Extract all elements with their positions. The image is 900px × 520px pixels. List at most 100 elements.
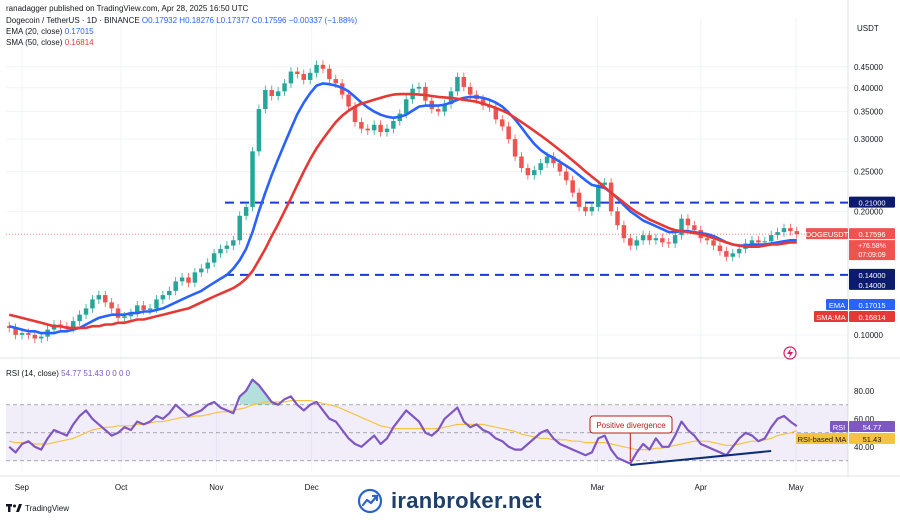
rsi-ma-tag-bg [796, 433, 848, 444]
candle-body [327, 68, 332, 80]
candle-body [467, 86, 473, 95]
annotation-box [589, 415, 673, 434]
candle-body [724, 251, 729, 257]
ema-value: 0.17015 [64, 27, 94, 36]
rsi-tick-label: 40.00 [854, 443, 875, 452]
rsi-ma-tag: RSI-based MA [798, 435, 847, 444]
rsi-tag-bg [830, 421, 848, 432]
candle-body [608, 182, 614, 212]
candle-body [416, 86, 422, 89]
candle-body [640, 235, 646, 241]
candle-body [717, 245, 723, 252]
price-tick-label: 0.20000 [854, 207, 883, 216]
level-high-label: 0.21000 [858, 199, 885, 208]
candle-body [756, 240, 761, 243]
level-low-tag-bg [849, 278, 895, 290]
ema-price-label: 0.17015 [858, 301, 885, 310]
time-tick-label: Oct [115, 483, 128, 492]
sma-tag-bg [814, 311, 848, 322]
candle-body [19, 333, 25, 335]
rsi-legend[interactable]: RSI (14, close) 54.77 51.43 0 0 0 0 [6, 369, 130, 378]
tradingview-logo[interactable]: TradingView [6, 503, 69, 513]
candle-body [243, 206, 249, 216]
candle-body [320, 64, 326, 69]
moving-average-lines [8, 82, 797, 335]
currency-label[interactable]: USDT [857, 24, 879, 33]
ohlc-values: O0.17932 H0.18276 L0.17377 C0.17596 −0.0… [141, 16, 358, 25]
candle-body [602, 182, 607, 185]
candle-body [135, 305, 140, 314]
candle-body [70, 321, 76, 328]
candle-body [736, 248, 742, 254]
price-tick-label: 0.35000 [854, 108, 883, 117]
candle-body [666, 242, 671, 244]
candle-body [519, 156, 524, 169]
candle-body [147, 308, 153, 310]
candle-body [263, 90, 268, 110]
candle-body [455, 76, 460, 92]
candle-body [768, 235, 774, 242]
candle-body [256, 109, 262, 152]
rsi-value-label-bg [849, 421, 895, 432]
ema-price-label-bg [849, 299, 895, 310]
candle-body [442, 104, 447, 112]
candle-body [224, 245, 230, 249]
candle-body [282, 83, 287, 92]
last-price-label-bg [849, 228, 895, 240]
candle-body [685, 218, 691, 226]
candle-body [346, 94, 351, 107]
candle-body [160, 295, 166, 300]
ema-legend[interactable]: EMA (20, close) 0.17015 [6, 27, 94, 36]
candle-body [672, 235, 678, 244]
change-percent-label: +76.58% [858, 243, 886, 250]
candle-body [231, 240, 236, 246]
candle-body [762, 241, 768, 243]
level-high-label-bg [849, 196, 895, 208]
candle-body [301, 74, 306, 80]
time-axis: Sep Oct Nov Dec Mar Apr May [15, 483, 804, 492]
candle-body [179, 277, 185, 282]
candle-body [333, 79, 339, 84]
candle-body [237, 215, 242, 241]
candle-body [32, 334, 38, 339]
sma-value: 0.16814 [64, 38, 94, 47]
candle-body [730, 253, 736, 257]
candle-body [199, 268, 204, 273]
candle-body [154, 299, 159, 309]
candle-body [794, 231, 800, 235]
symbol-name[interactable]: Dogecoin / TetherUS · 1D · BINANCE [6, 16, 140, 25]
rsi-tick-label: 80.00 [854, 387, 875, 396]
annotation-text: Positive divergence [596, 421, 666, 430]
candle-body [660, 238, 665, 243]
sma-label: SMA (50, close) [6, 38, 63, 47]
candle-body [115, 308, 121, 318]
candle-body [391, 120, 396, 129]
candle-body [83, 308, 89, 315]
broker-logo-icon [357, 488, 383, 514]
candle-body [435, 109, 441, 112]
divergence-line [630, 450, 772, 466]
symbol-ohlc-line: Dogecoin / TetherUS · 1D · BINANCE O0.17… [6, 16, 357, 25]
candle-body [384, 128, 390, 133]
candle-body [557, 163, 563, 172]
last-price-sub-bg [849, 240, 895, 261]
candle-body [122, 316, 127, 318]
candle-body [525, 168, 531, 176]
ema-label: EMA (20, close) [6, 27, 63, 36]
flash-icon-ring [783, 346, 797, 360]
rsi-ma-value-label-bg [849, 433, 895, 444]
candle-body [564, 171, 569, 181]
candle-body [493, 107, 499, 120]
candle-body [570, 180, 575, 193]
level-low-label: 0.14000 [858, 271, 885, 280]
last-price-label: 0.17596 [858, 230, 885, 239]
sma-price-label-bg [849, 311, 895, 322]
price-tick-label: 0.40000 [854, 84, 883, 93]
price-tick-label: 0.45000 [854, 63, 883, 72]
watermark-text: iranbroker.net [391, 488, 542, 513]
price-tick-label: 0.10000 [854, 331, 883, 340]
candle-body [77, 314, 82, 322]
sma-legend[interactable]: SMA (50, close) 0.16814 [6, 38, 94, 47]
candle-body [711, 240, 716, 246]
